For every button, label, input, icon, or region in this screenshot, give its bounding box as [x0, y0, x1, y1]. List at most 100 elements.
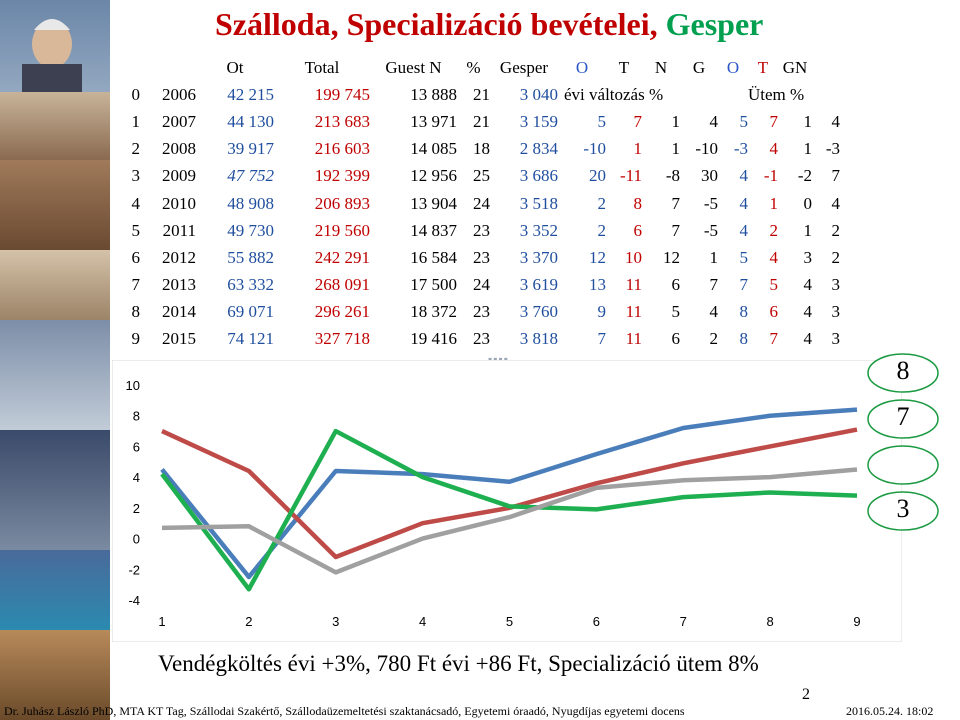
table-cell: 12 — [589, 247, 606, 267]
table-cell: 2 — [597, 193, 607, 213]
table-cell: -2 — [797, 166, 812, 186]
table-cell: 2 — [131, 139, 141, 159]
table-cell: 3 159 — [519, 111, 558, 131]
table-cell: 192 399 — [314, 166, 370, 186]
table-header-cell: Gesper — [499, 57, 549, 77]
table-cell: 23 — [473, 220, 490, 240]
table-cell: 3 686 — [519, 166, 558, 186]
table-cell: 9 — [131, 329, 141, 349]
table-cell: 2012 — [162, 247, 196, 267]
hotel-photo-5 — [0, 430, 110, 552]
table-cell: 5 — [131, 220, 141, 240]
value-bubble: 3 — [866, 490, 940, 532]
table-cell: -11 — [619, 166, 642, 186]
table-cell: 2 — [831, 247, 841, 267]
table-cell: 2011 — [162, 220, 196, 240]
table-cell: 21 — [473, 111, 490, 131]
hotel-photo-1 — [0, 92, 110, 162]
table-row: 5 2011 49 730 219 560 14 837 23 3 352 2 6 7 -5 4 2 1 2 — [112, 217, 841, 244]
table-cell: 0 — [803, 193, 813, 213]
table-cell: 4 — [803, 329, 813, 349]
table-cell: 1 — [131, 111, 141, 131]
table-cell: 2 — [769, 220, 779, 240]
table-cell: 2009 — [162, 166, 196, 186]
bubble-stack: 8 7 3 — [866, 352, 942, 532]
x-tick-label: 3 — [332, 614, 339, 629]
table-cell: 4 — [739, 220, 749, 240]
table-cell: 3 619 — [519, 275, 558, 295]
change-label: évi változás % — [564, 84, 664, 104]
table-cell: 23 — [473, 247, 490, 267]
table-cell: 4 — [131, 193, 141, 213]
y-tick-label: 6 — [133, 439, 140, 454]
table-header-cell: GN — [782, 57, 808, 77]
table-cell: 55 882 — [227, 247, 274, 267]
table-cell: 13 971 — [410, 111, 457, 131]
series-line-3 — [160, 428, 858, 592]
table-cell: 3 352 — [519, 220, 558, 240]
table-header-cell: Total — [304, 57, 340, 77]
table-cell: 4 — [831, 111, 841, 131]
footer-author: Dr. Juhász László PhD, MTA KT Tag, Száll… — [4, 704, 685, 718]
table-cell: 6 — [671, 329, 681, 349]
table-cell: 5 — [739, 247, 749, 267]
table-cell: 69 071 — [227, 302, 274, 322]
table-cell: 7 — [709, 275, 719, 295]
table-cell: 42 215 — [227, 84, 274, 104]
table-cell: 39 917 — [227, 139, 274, 159]
table-cell: 13 888 — [410, 84, 457, 104]
table-cell: 213 683 — [314, 111, 370, 131]
table-cell: 1 — [709, 247, 719, 267]
table-cell: 3 760 — [519, 302, 558, 322]
table-cell: 3 040 — [519, 84, 558, 104]
table-cell: 3 — [803, 247, 813, 267]
table-cell: 5 — [597, 111, 607, 131]
table-cell: 7 — [739, 275, 749, 295]
table-cell: -8 — [665, 166, 680, 186]
pace-label: Ütem % — [748, 84, 805, 104]
table-cell: 17 500 — [410, 275, 457, 295]
table-header-cell: G — [692, 57, 706, 77]
table-cell: 4 — [769, 139, 779, 159]
x-tick-label: 5 — [506, 614, 513, 629]
table-cell: 1 — [803, 111, 813, 131]
table-cell: 216 603 — [314, 139, 370, 159]
table-cell: 8 — [739, 302, 749, 322]
table-cell: 2 — [709, 329, 719, 349]
table-cell: 8 — [131, 302, 141, 322]
bubble-value: 8 — [896, 356, 910, 385]
y-tick-label: -4 — [128, 593, 140, 608]
table-cell: 18 372 — [410, 302, 457, 322]
table-cell: 4 — [831, 193, 841, 213]
table-cell: 5 — [739, 111, 749, 131]
table-cell: 3 370 — [519, 247, 558, 267]
table-cell: 21 — [473, 84, 490, 104]
table-cell: 1 — [671, 111, 681, 131]
table-cell: 49 730 — [227, 220, 274, 240]
table-header-cell — [812, 54, 840, 81]
table-cell: 327 718 — [314, 329, 370, 349]
table-cell: 13 — [589, 275, 606, 295]
table-cell: 1 — [769, 193, 779, 213]
table-header-cell: Ot — [226, 57, 244, 77]
table-cell: 7 — [831, 166, 841, 186]
footer: Dr. Juhász László PhD, MTA KT Tag, Száll… — [0, 704, 960, 720]
table-row: 0 2006 42 215 199 745 13 888 21 3 040 évi válto… — [112, 81, 840, 108]
table-cell: 1 — [633, 139, 643, 159]
table-cell: 24 — [473, 275, 490, 295]
table-cell: 63 332 — [227, 275, 274, 295]
table-cell: 3 — [831, 302, 841, 322]
table-cell: 8 — [633, 193, 643, 213]
table-cell: 4 — [803, 275, 813, 295]
table-cell: 1 — [803, 139, 813, 159]
table-cell: 2013 — [162, 275, 196, 295]
y-tick-label: 8 — [133, 409, 140, 424]
table-cell: 48 908 — [227, 193, 274, 213]
hotel-photo-3 — [0, 250, 110, 322]
table-cell: 47 752 — [227, 166, 274, 186]
table-cell: -3 — [733, 139, 748, 159]
table-cell: 206 893 — [314, 193, 370, 213]
table-header-cell — [112, 54, 140, 81]
x-tick-label: 8 — [767, 614, 774, 629]
